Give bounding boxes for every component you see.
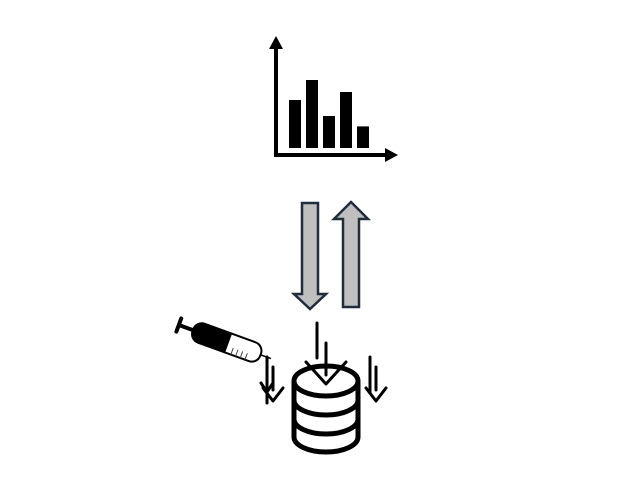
left-input-arrow-icon [259, 355, 285, 405]
chart-bar [323, 116, 335, 148]
chart-bar [289, 100, 301, 148]
chart-bars [289, 80, 369, 148]
syringe-liquid [192, 323, 233, 353]
database-cylinder [291, 363, 361, 455]
chart-bar [340, 92, 352, 148]
center-input-arrow-icon [304, 321, 348, 386]
chart-x-axis-arrowhead [385, 148, 398, 162]
chart-bar [306, 80, 318, 148]
syringe-icon [174, 316, 272, 363]
syringe-mark [230, 347, 234, 355]
chart-bar [357, 126, 369, 148]
syringe-plunger-handle [174, 316, 184, 334]
down-arrow-icon [290, 201, 330, 311]
bar-chart-icon [269, 36, 398, 162]
syringe-mark [244, 352, 248, 360]
up-arrow-icon [330, 200, 372, 309]
syringe-mark [239, 351, 244, 359]
syringe-plunger-rod [178, 323, 194, 333]
database-icon [259, 321, 388, 455]
syringe-mark [235, 349, 239, 357]
right-input-arrow-icon [364, 355, 388, 403]
chart-y-axis-arrowhead [269, 36, 283, 49]
